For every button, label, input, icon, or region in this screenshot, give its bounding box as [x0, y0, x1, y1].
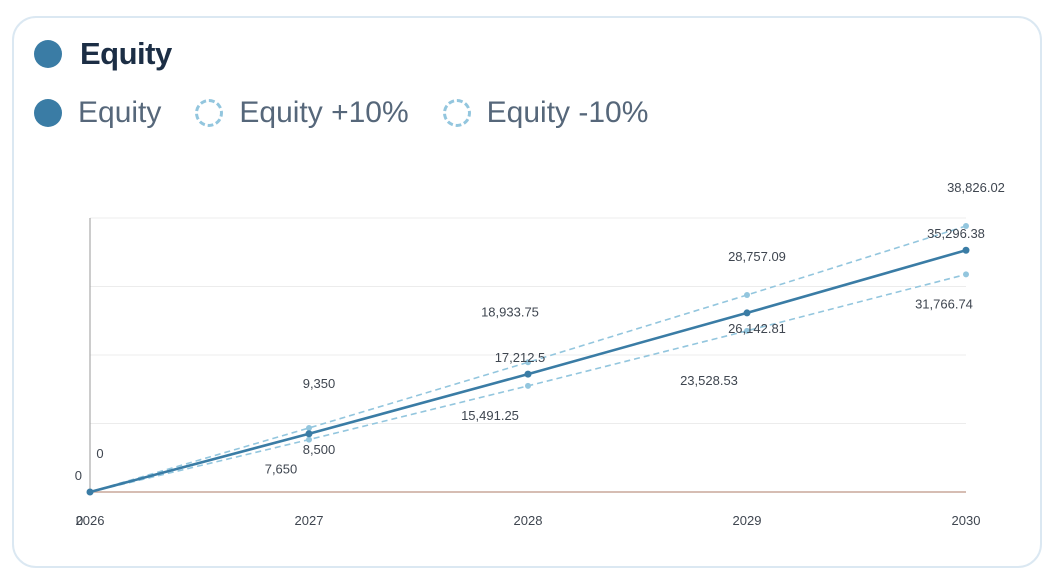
data-point — [525, 359, 531, 366]
data-point — [306, 436, 312, 443]
legend-label-equity: Equity — [78, 96, 162, 129]
data-label: 18,933.75 — [481, 304, 539, 319]
data-point — [525, 382, 531, 389]
data-point — [744, 292, 750, 299]
data-point — [86, 488, 94, 496]
data-label: 9,350 — [303, 376, 336, 391]
legend-item-equity-minus-10[interactable]: Equity -10% — [442, 96, 649, 130]
y-axis-zero-label: 0 — [75, 468, 82, 483]
legend-dashed-circle-icon — [442, 99, 471, 127]
data-label: 38,826.02 — [947, 180, 1005, 195]
legend-solid-dot-icon — [34, 99, 62, 127]
data-label: 15,491.25 — [461, 408, 519, 423]
data-point — [962, 246, 970, 254]
x-tick-label: 2027 — [295, 513, 324, 528]
chart-title-row: Equity — [34, 36, 172, 72]
legend-item-equity-plus-10[interactable]: Equity +10% — [195, 96, 409, 130]
data-point — [743, 309, 751, 317]
data-point — [744, 327, 750, 334]
legend-label-equity-plus-10: Equity +10% — [239, 96, 409, 129]
series-line — [89, 225, 967, 493]
x-tick-label: 2026 — [76, 513, 105, 528]
equity-chart-card — [12, 16, 1042, 568]
data-label: 7,650 — [265, 462, 298, 477]
x-tick-label: 2030 — [952, 513, 981, 528]
data-label: 26,142.81 — [728, 321, 786, 336]
data-point — [305, 430, 313, 438]
data-label: 35,296.38 — [927, 226, 985, 241]
data-point — [306, 424, 312, 431]
data-label: 8,500 — [303, 442, 336, 457]
x-tick-label: 2029 — [733, 513, 762, 528]
data-label: 0 — [96, 446, 103, 461]
data-label: 28,757.09 — [728, 249, 786, 264]
data-label: 23,528.53 — [680, 373, 738, 388]
data-point — [963, 223, 969, 230]
chart-title: Equity — [80, 36, 172, 71]
x-tick-label: 2028 — [514, 513, 543, 528]
data-label: 31,766.74 — [915, 296, 973, 311]
x-origin-label: 0 — [76, 513, 83, 528]
data-point — [524, 370, 532, 378]
chart-legend: Equity Equity +10% Equity -10% — [34, 96, 682, 130]
data-point — [963, 271, 969, 278]
title-dot-icon — [34, 40, 62, 68]
legend-label-equity-minus-10: Equity -10% — [486, 96, 649, 129]
legend-item-equity[interactable]: Equity — [34, 96, 161, 130]
data-label: 17,212.5 — [495, 350, 546, 365]
legend-dashed-circle-icon — [195, 99, 224, 127]
